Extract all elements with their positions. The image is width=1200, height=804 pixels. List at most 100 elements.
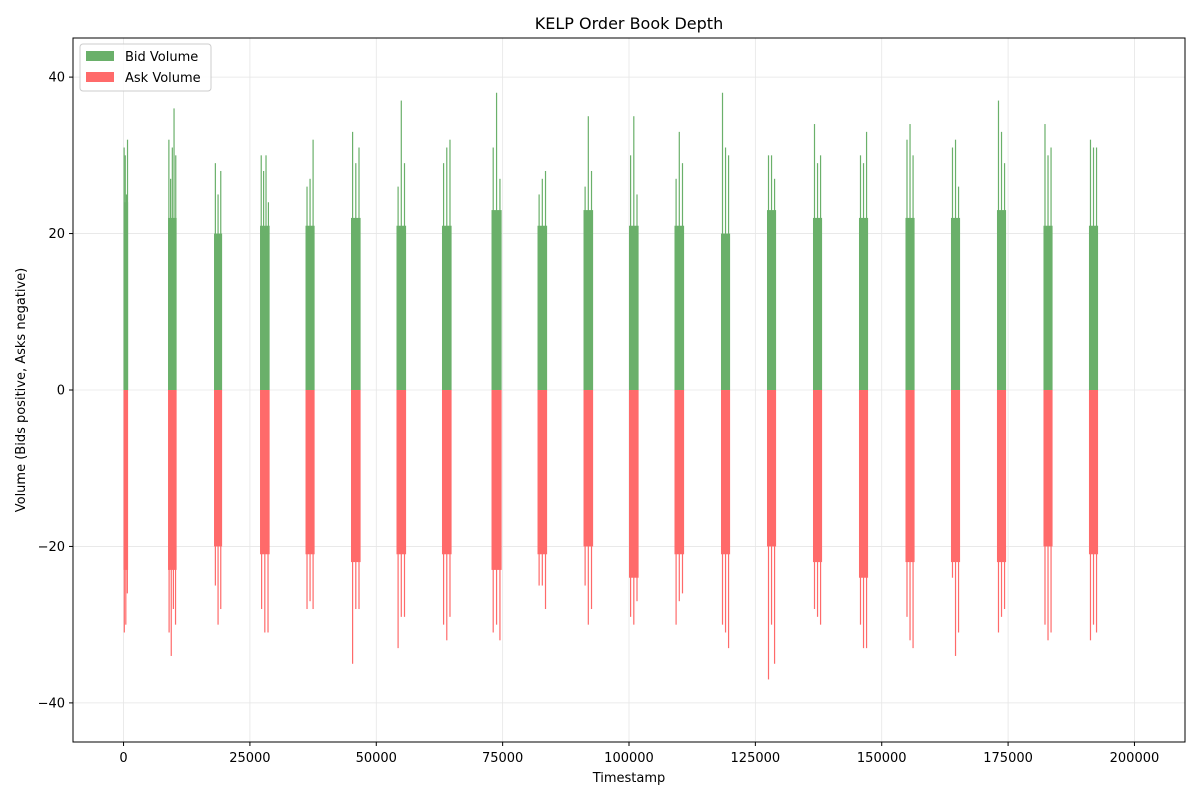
bid-volume-peak-bar <box>954 139 957 390</box>
ask-volume-peak-bar <box>1050 390 1052 633</box>
legend: Bid Volume Ask Volume <box>79 43 212 92</box>
ask-volume-peak-bar <box>172 390 174 610</box>
ask-volume-peak-bar <box>267 390 269 633</box>
bid-volume-peak-bar <box>265 155 267 390</box>
ask-volume-peak-bar <box>912 390 914 649</box>
ask-volume-peak-bar <box>492 390 494 633</box>
y-tick-label: −40 <box>38 696 65 711</box>
ask-volume-peak-bar <box>957 390 960 633</box>
bid-volume-peak-bar <box>220 170 222 390</box>
ask-volume-peak-bar <box>678 390 680 602</box>
ask-volume-peak-bar <box>358 390 360 610</box>
bid-volume-peak-bar <box>862 163 865 390</box>
bid-volume-peak-bar <box>819 155 822 390</box>
bid-volume-peak-bar <box>997 100 1000 391</box>
ask-volume-peak-bar <box>217 390 219 625</box>
ask-volume-peak-bar <box>1047 390 1049 641</box>
ask-volume-peak-bar <box>449 390 451 617</box>
x-tick-label: 175000 <box>983 751 1033 766</box>
bid-volume-peak-bar <box>909 124 911 391</box>
bid-volume-peak-bar <box>1044 124 1046 391</box>
x-tick-label: 125000 <box>731 751 781 766</box>
ask-volume-peak-bar <box>352 390 354 664</box>
ask-volume-peak-bar <box>403 390 406 617</box>
ask-volume-peak-bar <box>312 390 314 610</box>
bid-volume-peak-bar <box>865 131 868 390</box>
chart-title: KELP Order Book Depth <box>535 14 723 33</box>
bid-volume-peak-bar <box>1095 147 1098 390</box>
bid-volume-peak-bar <box>260 155 262 390</box>
bid-volume-peak-bar <box>446 147 448 390</box>
ask-volume-peak-bar <box>681 390 684 594</box>
legend-swatch-bid <box>86 51 114 61</box>
ask-volume-peak-bar <box>309 390 311 602</box>
bid-volume-peak-bar <box>309 178 311 390</box>
bid-volume-peak-bar <box>636 194 638 390</box>
bars <box>123 92 1099 680</box>
ask-volume-peak-bar <box>170 390 172 656</box>
ask-volume-peak-bar <box>168 390 170 633</box>
x-tick-label: 100000 <box>604 751 654 766</box>
bid-volume-peak-bar <box>773 178 776 390</box>
bid-volume-peak-bar <box>173 108 175 391</box>
ask-volume-peak-bar <box>400 390 402 617</box>
ask-volume-peak-bar <box>1000 390 1003 617</box>
bid-volume-peak-bar <box>403 163 406 390</box>
bid-volume-peak-bar <box>859 155 862 390</box>
legend-label-ask: Ask Volume <box>125 71 201 86</box>
bid-volume-peak-bar <box>124 155 126 390</box>
ticks: 0 25000 50000 75000 100000 125000 150000 175000… <box>38 71 1160 766</box>
ask-volume-cluster-bar <box>168 390 177 570</box>
ask-volume-peak-bar <box>633 390 635 625</box>
bid-volume-peak-bar <box>951 147 954 390</box>
bid-volume-peak-bar <box>306 186 308 390</box>
ask-volume-peak-bar <box>220 390 222 610</box>
bid-volume-peak-bar <box>125 194 127 390</box>
y-tick-label: −20 <box>38 540 65 555</box>
bid-volume-peak-bar <box>630 155 632 390</box>
ask-volume-peak-bar <box>813 390 816 610</box>
ask-volume-peak-bar <box>862 390 865 649</box>
bid-volume-peak-bar <box>312 139 314 390</box>
x-tick-label: 75000 <box>482 751 523 766</box>
bid-volume-peak-bar <box>727 155 730 390</box>
bid-volume-peak-bar <box>217 194 219 390</box>
ask-volume-peak-bar <box>306 390 308 610</box>
ask-volume-peak-bar <box>355 390 357 610</box>
bid-volume-peak-bar <box>442 163 445 390</box>
bid-volume-peak-bar <box>544 170 547 390</box>
ask-volume-peak-bar <box>819 390 822 625</box>
bid-volume-peak-bar <box>170 178 172 390</box>
bid-volume-peak-bar <box>449 139 451 390</box>
bid-volume-peak-bar <box>721 92 724 390</box>
ask-volume-peak-bar <box>727 390 730 649</box>
ask-volume-peak-bar <box>126 390 128 594</box>
ask-volume-peak-bar <box>816 390 819 617</box>
bid-volume-peak-bar <box>1000 131 1003 390</box>
ask-volume-peak-bar <box>174 390 177 625</box>
bid-volume-peak-bar <box>1092 147 1095 390</box>
bid-volume-peak-bar <box>1003 163 1006 390</box>
x-axis-label: Timestamp <box>592 771 666 786</box>
bid-volume-peak-bar <box>492 147 494 390</box>
legend-swatch-ask <box>86 72 114 82</box>
bid-volume-peak-bar <box>1050 147 1052 390</box>
bid-volume-peak-bar <box>214 163 216 390</box>
bid-volume-peak-bar <box>590 170 593 390</box>
bid-volume-peak-bar <box>584 186 586 390</box>
bid-volume-peak-bar <box>397 186 399 390</box>
bid-volume-peak-bar <box>358 147 360 390</box>
ask-volume-peak-bar <box>636 390 638 602</box>
ask-volume-peak-bar <box>909 390 911 641</box>
ask-volume-peak-bar <box>264 390 266 633</box>
y-tick-label: 40 <box>48 71 65 86</box>
ask-volume-peak-bar <box>538 390 540 586</box>
x-tick-label: 50000 <box>356 751 397 766</box>
y-tick-label: 0 <box>57 384 65 399</box>
bid-volume-peak-bar <box>724 147 727 390</box>
bid-volume-peak-bar <box>813 124 816 391</box>
ask-volume-peak-bar <box>587 390 589 625</box>
bid-volume-peak-bar <box>175 155 177 390</box>
bid-volume-peak-bar <box>816 163 819 390</box>
